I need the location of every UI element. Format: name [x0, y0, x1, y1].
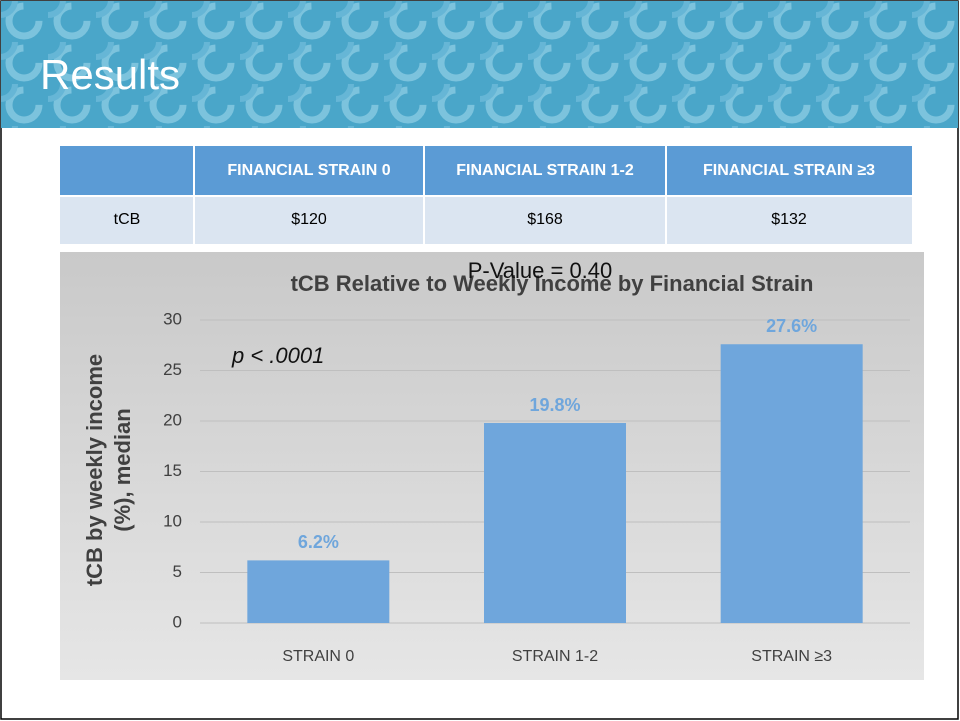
y-tick-label: 5 — [173, 562, 182, 581]
table-cell: $132 — [771, 211, 807, 228]
bar — [720, 344, 863, 623]
table-header-row — [60, 146, 912, 196]
table-header-cell: FINANCIAL STRAIN 1-2 — [456, 162, 634, 179]
y-tick-label: 25 — [163, 360, 182, 379]
y-tick-label: 0 — [173, 612, 182, 631]
bar — [247, 560, 390, 623]
table-header-cell: FINANCIAL STRAIN ≥3 — [703, 162, 875, 179]
value-label: 6.2% — [298, 532, 339, 552]
table-header-cell: FINANCIAL STRAIN 0 — [227, 162, 390, 179]
slide-title: Results — [40, 51, 180, 98]
y-axis-title-line: tCB by weekly income — [82, 354, 107, 586]
p-value: P-Value = 0.40 — [468, 258, 613, 283]
table-cell: tCB — [114, 211, 141, 228]
table-cell: $120 — [291, 211, 327, 228]
chart-title: tCB Relative to Weekly Income by Financi… — [291, 271, 814, 296]
value-label: 19.8% — [529, 395, 580, 415]
table-cell: $168 — [527, 211, 563, 228]
y-tick-label: 30 — [163, 309, 182, 328]
bar — [484, 423, 626, 623]
table-body-row — [60, 197, 912, 244]
x-tick-label: STRAIN ≥3 — [751, 648, 832, 665]
y-tick-label: 20 — [163, 410, 182, 429]
x-tick-label: STRAIN 1-2 — [512, 648, 598, 665]
table: FINANCIAL STRAIN 0 FINANCIAL STRAIN 1-2 … — [60, 146, 912, 244]
y-axis-title: tCB by weekly income (%), median — [82, 354, 135, 586]
value-label: 27.6% — [766, 316, 817, 336]
banner — [1, 1, 958, 128]
x-tick-label: STRAIN 0 — [282, 648, 354, 665]
y-tick-label: 15 — [163, 461, 182, 480]
y-tick-label: 10 — [163, 511, 182, 530]
y-axis-title-line: (%), median — [110, 408, 135, 531]
significance-note: p < .0001 — [231, 343, 324, 368]
